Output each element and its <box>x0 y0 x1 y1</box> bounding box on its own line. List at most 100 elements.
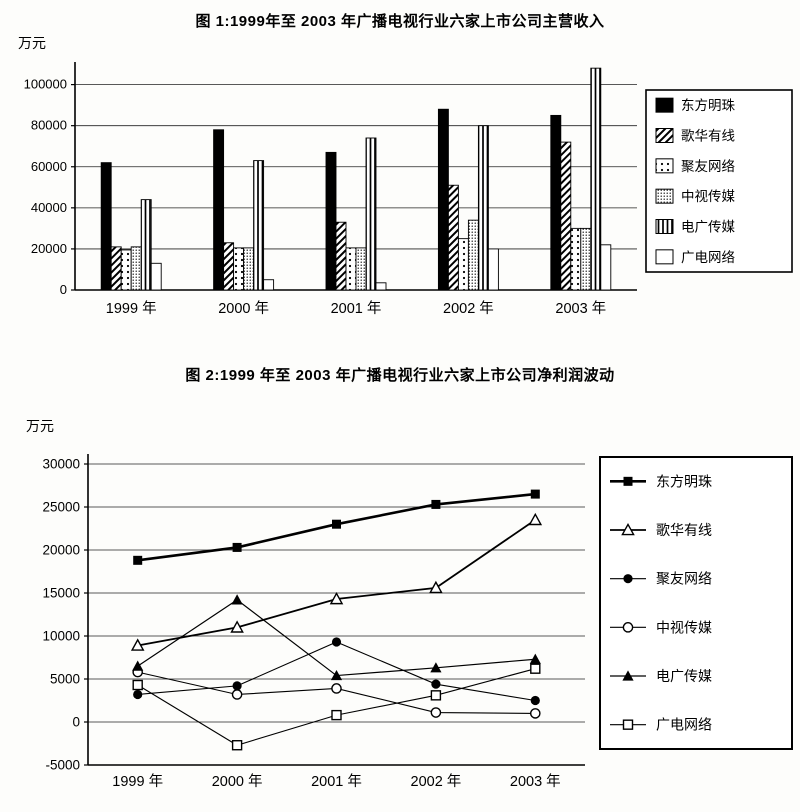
marker-open-square <box>231 740 243 751</box>
marker-filled-square <box>431 499 441 509</box>
series-markers <box>130 489 543 751</box>
bar <box>457 238 469 291</box>
bar <box>243 247 255 291</box>
bar <box>213 129 225 291</box>
bar <box>130 246 142 291</box>
legend-box <box>645 89 793 273</box>
bar <box>375 282 387 291</box>
marker-open-triangle <box>429 580 443 594</box>
marker-open-square <box>622 719 634 730</box>
y-tick-label: -5000 <box>45 758 80 773</box>
y-tick-label: 20000 <box>31 241 67 256</box>
marker-filled-circle <box>530 695 540 706</box>
marker-filled-triangle <box>622 670 634 681</box>
x-category-label: 2001 年 <box>331 300 382 317</box>
marker-open-square <box>530 663 541 674</box>
marker-filled-circle <box>623 574 633 584</box>
legend-label: 中视传媒 <box>681 189 735 204</box>
legend-label: 广电网络 <box>656 717 712 733</box>
legend-swatch <box>655 97 674 113</box>
bar <box>140 199 152 291</box>
figure-1-title: 图 1:1999年至 2003 年广播电视行业六家上市公司主营收入 <box>195 13 605 30</box>
bar <box>345 247 357 291</box>
marker-filled-circle <box>133 689 143 700</box>
bar <box>335 221 347 291</box>
bar <box>560 141 572 291</box>
bar <box>100 162 112 291</box>
y-tick-label: 15000 <box>42 586 80 601</box>
legend-label: 歌华有线 <box>656 522 712 538</box>
bar <box>590 67 602 291</box>
y-tick-label: 25000 <box>42 500 80 515</box>
bar <box>263 279 275 291</box>
marker-open-triangle <box>230 620 244 633</box>
marker-filled-square <box>332 519 341 529</box>
y-tick-label: 5000 <box>50 672 80 687</box>
bar <box>120 249 132 291</box>
bar <box>233 247 245 291</box>
y-tick-label: 60000 <box>31 159 67 174</box>
marker-filled-triangle <box>231 594 243 605</box>
legend-label: 东方明珠 <box>656 473 712 489</box>
x-category-label: 2002 年 <box>443 300 494 317</box>
legend-swatch <box>655 188 674 204</box>
y-tick-label: 20000 <box>42 543 80 558</box>
marker-filled-square <box>232 542 242 552</box>
marker-open-triangle <box>621 522 635 536</box>
marker-filled-triangle <box>330 669 343 681</box>
series-line <box>137 668 536 746</box>
legend-box <box>599 456 793 750</box>
marker-filled-triangle <box>430 662 442 673</box>
bar <box>325 151 337 291</box>
marker-open-triangle <box>130 638 145 651</box>
figure-2-title: 图 2:1999 年至 2003 年广播电视行业六家上市公司净利润波动 <box>185 367 615 384</box>
x-category-label: 2002 年 <box>411 773 462 790</box>
bar <box>487 248 499 291</box>
bar <box>437 108 449 291</box>
bar <box>477 125 489 291</box>
legend-swatch <box>655 158 674 174</box>
marker-filled-square <box>133 555 143 565</box>
bar <box>447 184 459 291</box>
bar <box>365 137 377 291</box>
gridlines <box>88 463 585 766</box>
legend-label: 电广传媒 <box>656 668 712 684</box>
bar <box>223 242 235 291</box>
marker-open-circle <box>622 622 634 633</box>
x-category-label: 1999 年 <box>106 300 157 317</box>
legend-swatch <box>655 219 674 234</box>
marker-filled-square <box>530 489 540 499</box>
marker-open-square <box>132 679 143 691</box>
marker-open-circle <box>331 683 342 694</box>
legend-label: 聚友网络 <box>656 571 712 587</box>
marker-open-square <box>430 690 442 701</box>
bar <box>467 219 479 291</box>
y-tick-label: 0 <box>72 715 80 730</box>
legend-swatch <box>655 128 674 143</box>
marker-filled-square <box>623 476 633 486</box>
marker-open-circle <box>430 707 442 718</box>
marker-filled-triangle <box>132 660 144 671</box>
legend-label: 歌华有线 <box>681 129 735 144</box>
figure-1-y-unit-label: 万元 <box>18 35 46 51</box>
legend-swatch <box>655 249 674 265</box>
bar <box>580 227 592 291</box>
x-category-label: 2000 年 <box>212 773 263 790</box>
marker-open-circle <box>231 689 243 700</box>
marker-filled-triangle <box>529 653 541 664</box>
y-tick-label: 10000 <box>42 629 80 644</box>
figure-2-y-unit-label: 万元 <box>26 418 54 434</box>
bars <box>100 67 612 291</box>
axes <box>84 454 89 766</box>
bar <box>355 247 367 291</box>
x-category-label: 2001 年 <box>311 773 362 790</box>
y-tick-label: 80000 <box>31 118 67 133</box>
y-tick-label: 0 <box>60 282 67 297</box>
marker-filled-circle <box>331 637 342 647</box>
y-tick-label: 100000 <box>24 77 67 92</box>
marker-open-circle <box>530 708 541 719</box>
marker-filled-circle <box>232 681 242 691</box>
